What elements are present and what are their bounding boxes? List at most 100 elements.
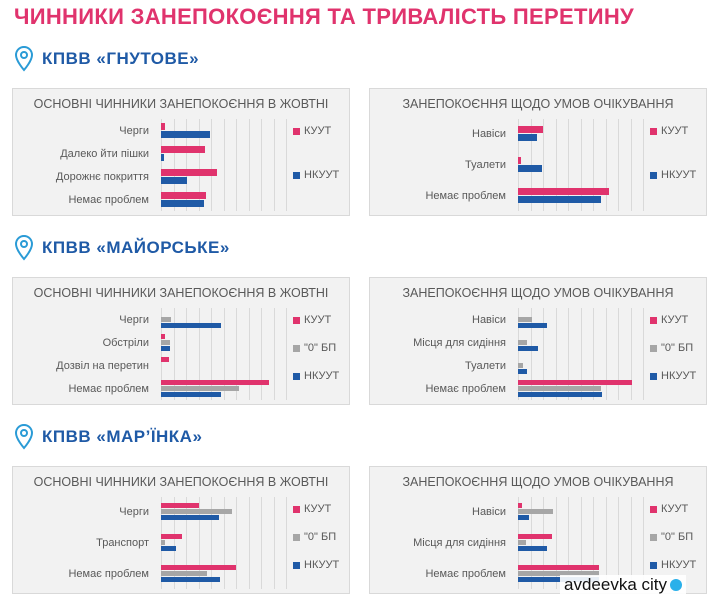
legend-swatch	[650, 171, 657, 179]
gridline	[236, 497, 237, 589]
bar-1	[518, 187, 610, 195]
gridline	[261, 497, 262, 589]
bar-1	[161, 168, 218, 176]
bar-2	[161, 540, 165, 545]
bar-3	[518, 391, 602, 397]
chart-panel: ЗАНЕПОКОЄННЯ ЩОДО УМОВ ОЧІКУВАННЯ Навіси Т…	[369, 88, 707, 216]
legend-label: КУУТ	[304, 314, 332, 326]
gridline	[223, 308, 225, 400]
gridline	[618, 119, 619, 211]
gridline	[211, 308, 212, 400]
bar-1	[161, 333, 165, 339]
section-title: КПВВ «МАЙОРСЬКЕ»	[42, 238, 230, 257]
gridline	[186, 119, 187, 211]
gridline	[543, 119, 544, 211]
legend-swatch	[650, 561, 657, 569]
legend-swatch	[293, 344, 300, 352]
legend-swatch	[650, 344, 657, 352]
category-label: Немає проблем	[68, 382, 149, 395]
gridline	[555, 308, 557, 400]
chart-panel: ОСНОВНІ ЧИННИКИ ЗАНЕПОКОЄННЯ В ЖОВТНІ Чер…	[12, 88, 350, 216]
gridline	[223, 119, 225, 211]
gridline	[543, 308, 544, 400]
legend-label: НКУУТ	[661, 169, 697, 181]
category-label: Немає проблем	[425, 189, 506, 202]
legend-item: НКУУТ	[650, 559, 696, 571]
gridline	[555, 119, 557, 211]
category-label: Туалети	[465, 159, 506, 171]
bar-2	[161, 153, 164, 161]
bar-2	[161, 339, 170, 345]
gridline	[223, 497, 225, 589]
legend-swatch	[293, 171, 300, 179]
bar-2	[161, 130, 210, 138]
legend-swatch	[293, 505, 300, 513]
gridline	[593, 119, 594, 211]
legend-item: НКУУТ	[293, 169, 339, 181]
legend-item: "0" БП	[650, 531, 693, 543]
gridline	[568, 308, 569, 400]
category-label: Навіси	[472, 313, 506, 326]
section-title: КПВВ «ГНУТОВЕ»	[42, 49, 200, 68]
chart-panel: ЗАНЕПОКОЄННЯ ЩОДО УМОВ ОЧІКУВАННЯ Навіси М…	[369, 466, 707, 594]
bar-3	[161, 345, 170, 351]
section-gnutove: КПВВ «ГНУТОВЕ»	[14, 46, 199, 72]
legend-swatch	[293, 127, 300, 135]
legend-item: КУУТ	[650, 125, 688, 137]
legend-label: НКУУТ	[661, 559, 697, 571]
legend-item: КУУТ	[293, 125, 331, 137]
section-marinka: КПВВ «МАР’ЇНКА»	[14, 424, 202, 450]
bar-2	[518, 165, 542, 172]
legend-label: КУУТ	[661, 503, 689, 515]
legend-item: НКУУТ	[650, 370, 696, 382]
bar-3	[518, 368, 527, 374]
legend-label: КУУТ	[661, 125, 689, 137]
bar-2	[518, 362, 523, 368]
gridline	[286, 308, 287, 400]
gridline	[211, 497, 212, 589]
bar-2	[518, 339, 527, 345]
gridline	[630, 497, 632, 589]
legend-swatch	[650, 316, 657, 324]
bar-3	[161, 546, 176, 551]
legend-label: "0" БП	[661, 531, 694, 543]
bar-2	[518, 195, 601, 203]
gridline	[273, 119, 275, 211]
legend-item: КУУТ	[293, 314, 331, 326]
gridline	[580, 119, 582, 211]
legend-swatch	[650, 127, 657, 135]
gridline	[593, 497, 594, 589]
gridline	[286, 119, 287, 211]
bar-3	[161, 391, 221, 397]
gridline	[643, 497, 644, 589]
location-pin-icon	[14, 235, 34, 261]
gridline	[198, 119, 200, 211]
bar-1	[161, 534, 183, 539]
bar-1	[518, 503, 522, 509]
bar-1	[161, 564, 236, 570]
bar-1	[518, 564, 600, 570]
legend-label: КУУТ	[661, 314, 689, 326]
chart-title: ЗАНЕПОКОЄННЯ ЩОДО УМОВ ОЧІКУВАННЯ	[402, 475, 674, 489]
gridline	[198, 497, 200, 589]
legend-item: "0" БП	[650, 342, 693, 354]
gridline	[173, 119, 175, 211]
gridline	[568, 119, 569, 211]
category-label: Немає проблем	[425, 567, 506, 580]
gridline	[186, 308, 187, 400]
legend-swatch	[293, 533, 300, 541]
gridline	[605, 119, 607, 211]
legend-swatch	[293, 372, 300, 380]
bar-1	[161, 191, 206, 199]
legend-item: КУУТ	[650, 314, 688, 326]
legend-label: НКУУТ	[304, 370, 340, 382]
gridline	[161, 119, 162, 211]
gridline	[248, 497, 250, 589]
category-label: Далеко йти пішки	[60, 147, 149, 160]
location-pin-icon	[14, 46, 34, 72]
category-label: Навіси	[472, 128, 506, 141]
legend-item: КУУТ	[650, 503, 688, 515]
gridline	[173, 497, 175, 589]
gridline	[173, 308, 175, 400]
gridline	[605, 308, 607, 400]
